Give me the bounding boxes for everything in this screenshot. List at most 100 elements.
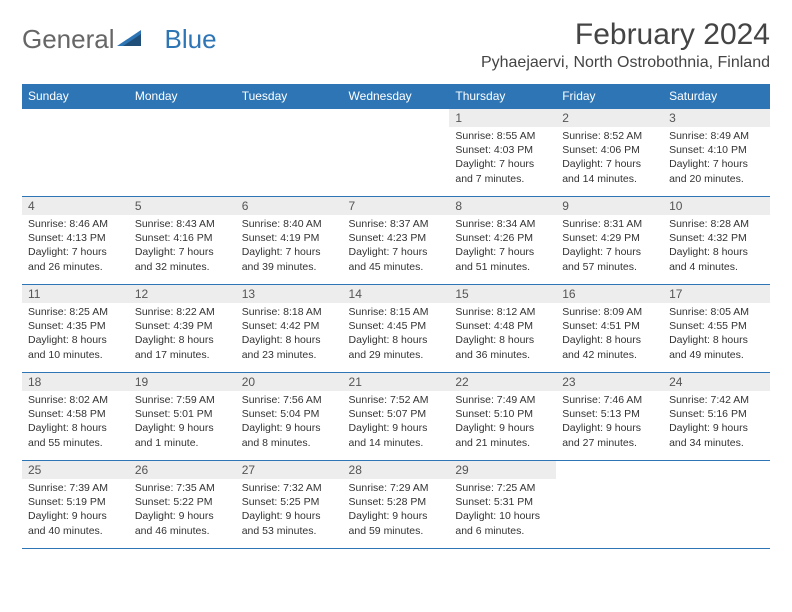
day-details: Sunrise: 8:40 AMSunset: 4:19 PMDaylight:… <box>236 215 343 278</box>
calendar-week-row: 25Sunrise: 7:39 AMSunset: 5:19 PMDayligh… <box>22 461 770 549</box>
calendar-cell: 25Sunrise: 7:39 AMSunset: 5:19 PMDayligh… <box>22 461 129 549</box>
day-number: 18 <box>22 373 129 391</box>
day-details: Sunrise: 7:42 AMSunset: 5:16 PMDaylight:… <box>663 391 770 454</box>
day-details: Sunrise: 7:35 AMSunset: 5:22 PMDaylight:… <box>129 479 236 542</box>
day-header: Monday <box>129 84 236 109</box>
day-number: 3 <box>663 109 770 127</box>
day-details: Sunrise: 8:18 AMSunset: 4:42 PMDaylight:… <box>236 303 343 366</box>
day-details: Sunrise: 7:49 AMSunset: 5:10 PMDaylight:… <box>449 391 556 454</box>
calendar-cell: 20Sunrise: 7:56 AMSunset: 5:04 PMDayligh… <box>236 373 343 461</box>
day-number: 22 <box>449 373 556 391</box>
calendar-cell: 28Sunrise: 7:29 AMSunset: 5:28 PMDayligh… <box>343 461 450 549</box>
day-details: Sunrise: 7:59 AMSunset: 5:01 PMDaylight:… <box>129 391 236 454</box>
calendar-cell <box>22 109 129 197</box>
calendar-cell: 21Sunrise: 7:52 AMSunset: 5:07 PMDayligh… <box>343 373 450 461</box>
calendar-cell: 2Sunrise: 8:52 AMSunset: 4:06 PMDaylight… <box>556 109 663 197</box>
header-row: General Blue February 2024 Pyhaejaervi, … <box>22 18 770 80</box>
day-number: 15 <box>449 285 556 303</box>
day-details: Sunrise: 8:37 AMSunset: 4:23 PMDaylight:… <box>343 215 450 278</box>
calendar-body: 1Sunrise: 8:55 AMSunset: 4:03 PMDaylight… <box>22 109 770 549</box>
calendar-cell: 23Sunrise: 7:46 AMSunset: 5:13 PMDayligh… <box>556 373 663 461</box>
day-number: 21 <box>343 373 450 391</box>
day-details: Sunrise: 8:49 AMSunset: 4:10 PMDaylight:… <box>663 127 770 190</box>
day-number: 12 <box>129 285 236 303</box>
calendar-cell: 7Sunrise: 8:37 AMSunset: 4:23 PMDaylight… <box>343 197 450 285</box>
day-header: Thursday <box>449 84 556 109</box>
calendar-cell: 10Sunrise: 8:28 AMSunset: 4:32 PMDayligh… <box>663 197 770 285</box>
logo: General Blue <box>22 24 217 55</box>
day-details: Sunrise: 7:46 AMSunset: 5:13 PMDaylight:… <box>556 391 663 454</box>
calendar-cell: 11Sunrise: 8:25 AMSunset: 4:35 PMDayligh… <box>22 285 129 373</box>
calendar-cell: 29Sunrise: 7:25 AMSunset: 5:31 PMDayligh… <box>449 461 556 549</box>
day-number: 19 <box>129 373 236 391</box>
day-number: 17 <box>663 285 770 303</box>
calendar-cell: 14Sunrise: 8:15 AMSunset: 4:45 PMDayligh… <box>343 285 450 373</box>
day-number: 1 <box>449 109 556 127</box>
calendar-cell: 5Sunrise: 8:43 AMSunset: 4:16 PMDaylight… <box>129 197 236 285</box>
day-details: Sunrise: 8:52 AMSunset: 4:06 PMDaylight:… <box>556 127 663 190</box>
day-number: 11 <box>22 285 129 303</box>
calendar-cell: 8Sunrise: 8:34 AMSunset: 4:26 PMDaylight… <box>449 197 556 285</box>
day-header: Saturday <box>663 84 770 109</box>
day-number: 23 <box>556 373 663 391</box>
calendar-cell <box>129 109 236 197</box>
calendar-cell: 27Sunrise: 7:32 AMSunset: 5:25 PMDayligh… <box>236 461 343 549</box>
day-number: 25 <box>22 461 129 479</box>
title-block: February 2024 Pyhaejaervi, North Ostrobo… <box>481 18 770 80</box>
calendar-cell: 26Sunrise: 7:35 AMSunset: 5:22 PMDayligh… <box>129 461 236 549</box>
day-number: 16 <box>556 285 663 303</box>
day-details: Sunrise: 8:02 AMSunset: 4:58 PMDaylight:… <box>22 391 129 454</box>
calendar-week-row: 1Sunrise: 8:55 AMSunset: 4:03 PMDaylight… <box>22 109 770 197</box>
calendar-cell: 12Sunrise: 8:22 AMSunset: 4:39 PMDayligh… <box>129 285 236 373</box>
day-details: Sunrise: 8:05 AMSunset: 4:55 PMDaylight:… <box>663 303 770 366</box>
day-details: Sunrise: 8:55 AMSunset: 4:03 PMDaylight:… <box>449 127 556 190</box>
day-number: 29 <box>449 461 556 479</box>
calendar-week-row: 4Sunrise: 8:46 AMSunset: 4:13 PMDaylight… <box>22 197 770 285</box>
day-header: Friday <box>556 84 663 109</box>
calendar-cell: 1Sunrise: 8:55 AMSunset: 4:03 PMDaylight… <box>449 109 556 197</box>
day-details: Sunrise: 8:31 AMSunset: 4:29 PMDaylight:… <box>556 215 663 278</box>
day-details: Sunrise: 7:29 AMSunset: 5:28 PMDaylight:… <box>343 479 450 542</box>
calendar-cell: 6Sunrise: 8:40 AMSunset: 4:19 PMDaylight… <box>236 197 343 285</box>
day-details: Sunrise: 8:25 AMSunset: 4:35 PMDaylight:… <box>22 303 129 366</box>
day-details: Sunrise: 8:43 AMSunset: 4:16 PMDaylight:… <box>129 215 236 278</box>
calendar-cell: 16Sunrise: 8:09 AMSunset: 4:51 PMDayligh… <box>556 285 663 373</box>
calendar-cell: 15Sunrise: 8:12 AMSunset: 4:48 PMDayligh… <box>449 285 556 373</box>
day-number: 13 <box>236 285 343 303</box>
day-number: 26 <box>129 461 236 479</box>
day-number: 2 <box>556 109 663 127</box>
day-details: Sunrise: 8:15 AMSunset: 4:45 PMDaylight:… <box>343 303 450 366</box>
day-number: 24 <box>663 373 770 391</box>
location-text: Pyhaejaervi, North Ostrobothnia, Finland <box>481 54 770 72</box>
day-details: Sunrise: 8:09 AMSunset: 4:51 PMDaylight:… <box>556 303 663 366</box>
day-header: Sunday <box>22 84 129 109</box>
calendar-cell: 4Sunrise: 8:46 AMSunset: 4:13 PMDaylight… <box>22 197 129 285</box>
calendar-week-row: 18Sunrise: 8:02 AMSunset: 4:58 PMDayligh… <box>22 373 770 461</box>
day-details: Sunrise: 7:39 AMSunset: 5:19 PMDaylight:… <box>22 479 129 542</box>
day-number: 14 <box>343 285 450 303</box>
calendar-cell <box>343 109 450 197</box>
calendar-cell: 18Sunrise: 8:02 AMSunset: 4:58 PMDayligh… <box>22 373 129 461</box>
day-header: Tuesday <box>236 84 343 109</box>
day-details: Sunrise: 8:28 AMSunset: 4:32 PMDaylight:… <box>663 215 770 278</box>
day-details: Sunrise: 8:22 AMSunset: 4:39 PMDaylight:… <box>129 303 236 366</box>
calendar-cell: 19Sunrise: 7:59 AMSunset: 5:01 PMDayligh… <box>129 373 236 461</box>
calendar-cell: 22Sunrise: 7:49 AMSunset: 5:10 PMDayligh… <box>449 373 556 461</box>
day-details: Sunrise: 8:46 AMSunset: 4:13 PMDaylight:… <box>22 215 129 278</box>
calendar-cell <box>556 461 663 549</box>
calendar-cell <box>236 109 343 197</box>
logo-text-general: General <box>22 24 115 55</box>
calendar-cell: 24Sunrise: 7:42 AMSunset: 5:16 PMDayligh… <box>663 373 770 461</box>
day-number: 4 <box>22 197 129 215</box>
day-number: 27 <box>236 461 343 479</box>
calendar-table: SundayMondayTuesdayWednesdayThursdayFrid… <box>22 84 770 549</box>
day-number: 5 <box>129 197 236 215</box>
calendar-week-row: 11Sunrise: 8:25 AMSunset: 4:35 PMDayligh… <box>22 285 770 373</box>
day-number: 8 <box>449 197 556 215</box>
day-details: Sunrise: 7:56 AMSunset: 5:04 PMDaylight:… <box>236 391 343 454</box>
page-title: February 2024 <box>481 18 770 52</box>
day-details: Sunrise: 7:52 AMSunset: 5:07 PMDaylight:… <box>343 391 450 454</box>
day-details: Sunrise: 7:25 AMSunset: 5:31 PMDaylight:… <box>449 479 556 542</box>
calendar-cell: 9Sunrise: 8:31 AMSunset: 4:29 PMDaylight… <box>556 197 663 285</box>
calendar-cell: 3Sunrise: 8:49 AMSunset: 4:10 PMDaylight… <box>663 109 770 197</box>
